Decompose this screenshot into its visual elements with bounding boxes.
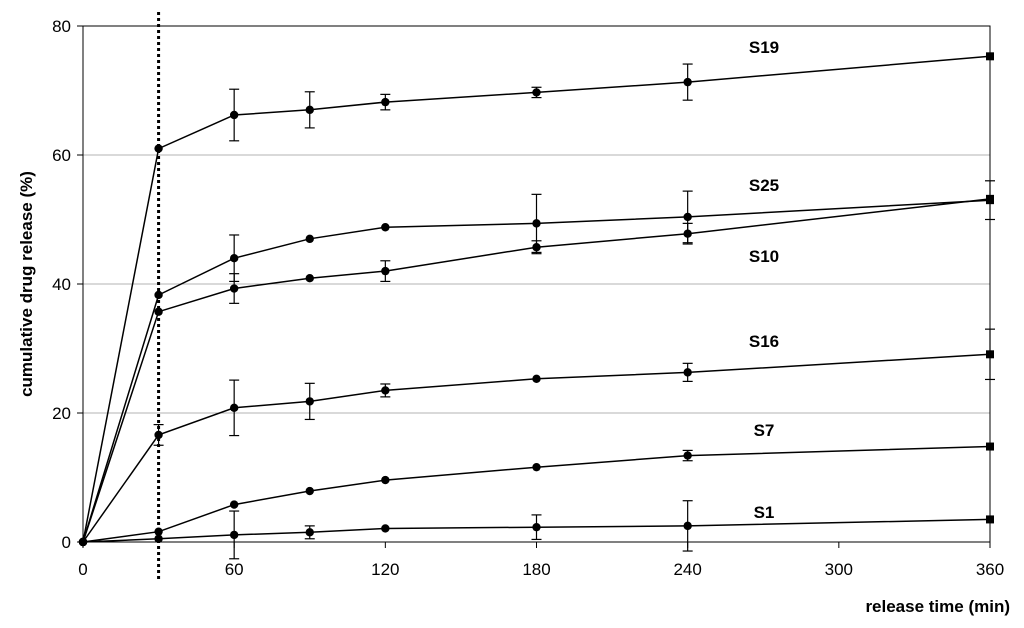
data-point xyxy=(154,307,163,316)
y-tick-label: 40 xyxy=(52,275,71,294)
x-tick-label: 360 xyxy=(976,560,1004,579)
tick-labels: 0 60 120 180 240 300 360 0 20 40 60 80 xyxy=(52,17,1004,579)
data-point xyxy=(305,273,314,283)
series-label: S16 xyxy=(749,332,779,351)
series-label: S25 xyxy=(749,176,779,195)
data-point xyxy=(683,229,692,238)
x-tick-label: 120 xyxy=(371,560,399,579)
y-tick-label: 80 xyxy=(52,17,71,36)
data-point xyxy=(532,243,541,252)
data-point xyxy=(154,534,163,543)
data-point xyxy=(532,522,541,532)
data-point xyxy=(381,97,390,107)
data-point xyxy=(381,475,390,485)
data-point xyxy=(532,462,541,472)
series-s1: S1 xyxy=(78,500,994,560)
data-point xyxy=(305,528,314,537)
x-tick-label: 180 xyxy=(522,560,550,579)
data-point xyxy=(381,524,390,533)
series-s10: S10 xyxy=(78,194,994,547)
data-point xyxy=(986,442,994,451)
x-axis-title: release time (min) xyxy=(865,597,1010,616)
data-point xyxy=(532,374,541,384)
data-point xyxy=(229,254,239,263)
data-point xyxy=(683,451,692,460)
data-point xyxy=(229,403,239,413)
series-label: S7 xyxy=(754,421,775,440)
data-point xyxy=(532,88,541,97)
series-line xyxy=(82,55,991,543)
series-line xyxy=(82,199,991,543)
series-s16: S16 xyxy=(78,328,995,547)
data-point xyxy=(229,500,239,509)
data-point xyxy=(381,386,390,395)
data-point xyxy=(154,290,163,300)
y-tick-label: 60 xyxy=(52,146,71,165)
data-point xyxy=(683,77,692,87)
data-point xyxy=(986,194,994,203)
data-point xyxy=(683,368,692,377)
series-layer: S19 S25 S10 S16 S7 S1 xyxy=(78,38,995,560)
series-label: S1 xyxy=(754,503,775,522)
data-point xyxy=(229,284,239,293)
x-tick-label: 240 xyxy=(673,560,701,579)
data-point xyxy=(305,105,314,115)
y-tick-label: 0 xyxy=(62,533,71,552)
data-point xyxy=(229,530,239,540)
x-tick-label: 300 xyxy=(825,560,853,579)
data-point xyxy=(986,52,994,61)
data-point xyxy=(986,350,994,359)
series-label: S19 xyxy=(749,38,779,57)
data-point xyxy=(154,430,163,440)
series-s7: S7 xyxy=(78,421,994,547)
y-axis-title: cumulative drug release (%) xyxy=(17,171,36,397)
data-point xyxy=(305,397,314,406)
series-line xyxy=(82,518,991,543)
x-tick-label: 60 xyxy=(225,560,244,579)
data-point xyxy=(305,234,314,244)
data-point xyxy=(229,110,239,120)
data-point xyxy=(683,521,692,531)
series-line xyxy=(82,353,991,543)
x-tick-label: 0 xyxy=(78,560,87,579)
series-s25: S25 xyxy=(78,176,995,547)
series-line xyxy=(82,198,991,543)
data-point xyxy=(381,266,390,276)
data-point xyxy=(986,515,994,524)
data-point xyxy=(381,223,390,232)
y-tick-label: 20 xyxy=(52,404,71,423)
data-point xyxy=(154,144,163,153)
data-point xyxy=(532,219,541,228)
data-point xyxy=(683,212,692,222)
data-point xyxy=(154,527,163,536)
data-point xyxy=(305,486,314,496)
series-line xyxy=(82,445,991,543)
series-label: S10 xyxy=(749,247,779,266)
